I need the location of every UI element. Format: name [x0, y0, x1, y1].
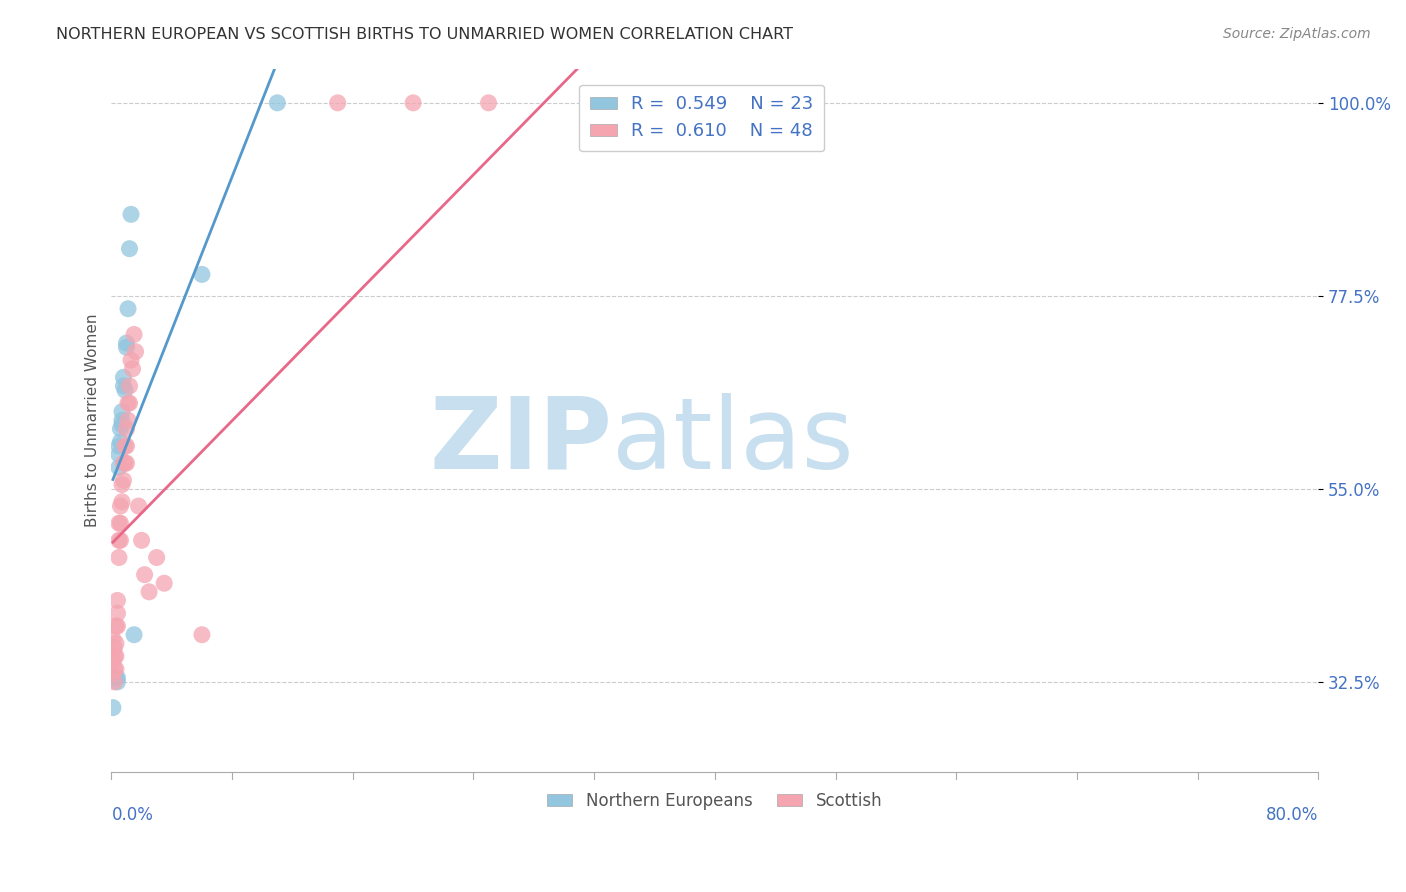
Point	[101, 632, 124, 646]
Point	[110, 516, 132, 531]
Text: atlas: atlas	[612, 392, 853, 490]
Point	[104, 649, 127, 664]
Point	[108, 460, 131, 475]
Point	[101, 666, 124, 681]
Point	[122, 628, 145, 642]
Point	[103, 640, 125, 655]
Point	[118, 242, 141, 256]
Point	[103, 649, 125, 664]
Point	[191, 628, 214, 642]
Point	[107, 674, 129, 689]
Point	[114, 439, 136, 453]
Text: 0.0%: 0.0%	[111, 806, 153, 824]
Point	[120, 207, 142, 221]
Point	[108, 550, 131, 565]
Point	[108, 439, 131, 453]
Point	[103, 662, 125, 676]
Point	[107, 607, 129, 621]
Point	[101, 700, 124, 714]
Point	[101, 653, 124, 667]
Point	[703, 95, 725, 110]
Point	[112, 473, 135, 487]
Point	[115, 439, 138, 453]
Point	[110, 434, 132, 449]
Point	[111, 417, 134, 432]
Point	[266, 95, 288, 110]
Point	[104, 671, 127, 685]
Text: ZIP: ZIP	[429, 392, 612, 490]
Point	[112, 370, 135, 384]
Point	[107, 619, 129, 633]
Point	[128, 499, 150, 513]
Point	[120, 353, 142, 368]
Point	[121, 361, 143, 376]
Point	[111, 494, 134, 508]
Point	[122, 327, 145, 342]
Point	[104, 636, 127, 650]
Point	[112, 379, 135, 393]
Point	[111, 477, 134, 491]
Point	[104, 619, 127, 633]
Point	[138, 584, 160, 599]
Point	[104, 662, 127, 676]
Point	[111, 405, 134, 419]
Point	[108, 448, 131, 462]
Text: Source: ZipAtlas.com: Source: ZipAtlas.com	[1223, 27, 1371, 41]
Text: 80.0%: 80.0%	[1265, 806, 1319, 824]
Point	[111, 413, 134, 427]
Point	[118, 379, 141, 393]
Point	[131, 533, 153, 548]
Point	[107, 671, 129, 685]
Point	[114, 383, 136, 397]
Y-axis label: Births to Unmarried Women: Births to Unmarried Women	[86, 313, 100, 527]
Point	[124, 344, 146, 359]
Point	[115, 456, 138, 470]
Point	[112, 456, 135, 470]
Point	[118, 396, 141, 410]
Point	[134, 567, 156, 582]
Point	[110, 422, 132, 436]
Point	[115, 340, 138, 354]
Point	[115, 336, 138, 351]
Point	[145, 550, 167, 565]
Point	[108, 533, 131, 548]
Point	[108, 516, 131, 531]
Point	[326, 95, 349, 110]
Point	[191, 268, 214, 282]
Point	[117, 301, 139, 316]
Legend: Northern Europeans, Scottish: Northern Europeans, Scottish	[541, 785, 889, 816]
Point	[114, 456, 136, 470]
Point	[402, 95, 425, 110]
Point	[103, 674, 125, 689]
Point	[477, 95, 499, 110]
Point	[107, 593, 129, 607]
Point	[110, 533, 132, 548]
Point	[153, 576, 176, 591]
Point	[115, 422, 138, 436]
Text: NORTHERN EUROPEAN VS SCOTTISH BIRTHS TO UNMARRIED WOMEN CORRELATION CHART: NORTHERN EUROPEAN VS SCOTTISH BIRTHS TO …	[56, 27, 793, 42]
Point	[117, 413, 139, 427]
Point	[117, 396, 139, 410]
Point	[110, 499, 132, 513]
